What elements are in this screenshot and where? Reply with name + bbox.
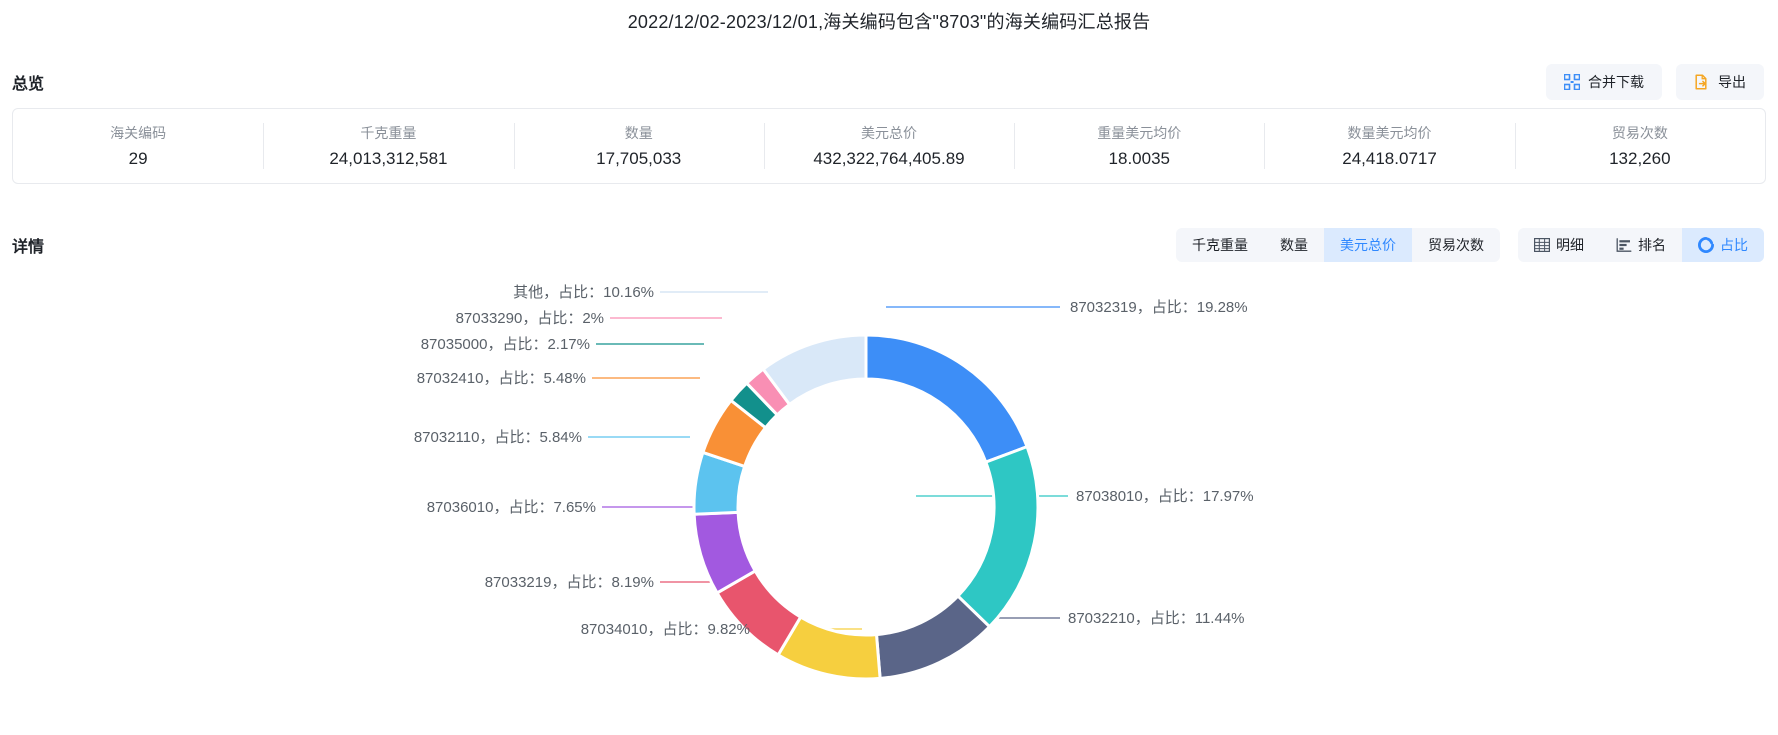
overview-actions: 合并下载 导出	[1546, 64, 1764, 100]
tab-trade-count[interactable]: 贸易次数	[1412, 228, 1500, 262]
stat-label: 数量	[624, 125, 653, 141]
donut-svg	[588, 291, 1068, 681]
tab-label: 占比	[1720, 237, 1748, 253]
stat-cell: 数量 17,705,033	[513, 109, 764, 183]
donut-slices	[692, 333, 1040, 681]
merge-download-button[interactable]: 合并下载	[1546, 64, 1662, 100]
chart-label-87033290: 87033290，占比：2%	[455, 310, 604, 327]
chart-label-87034010: 87034010，占比：9.82%	[580, 621, 750, 638]
stat-cell: 海关编码 29	[13, 109, 263, 183]
export-label: 导出	[1718, 74, 1746, 90]
overview-header: 总览 合并下载	[0, 62, 1778, 102]
tab-quantity[interactable]: 数量	[1264, 228, 1324, 262]
merge-download-icon	[1564, 74, 1580, 90]
stat-label: 重量美元均价	[1097, 125, 1182, 141]
table-icon	[1534, 238, 1550, 252]
chart-label-87033219: 87033219，占比：8.19%	[484, 574, 654, 591]
export-button[interactable]: 导出	[1676, 64, 1764, 100]
chart-label-87036010: 87036010，占比：7.65%	[426, 499, 596, 516]
stat-value: 24,418.0717	[1342, 149, 1437, 168]
tab-label: 数量	[1280, 237, 1308, 253]
overview-stat-card: 海关编码 29 千克重量 24,013,312,581 数量 17,705,03…	[12, 108, 1766, 184]
slice-87032319	[864, 333, 1029, 465]
share-donut-chart: 87032319，占比：19.28% 87038010，占比：17.97% 87…	[0, 265, 1778, 735]
stat-label: 千克重量	[360, 125, 417, 141]
bar-chart-icon	[1616, 238, 1632, 252]
leader-lines	[588, 291, 1068, 630]
stat-value: 432,322,764,405.89	[813, 149, 965, 168]
stat-cell: 千克重量 24,013,312,581	[263, 109, 513, 183]
stat-label: 贸易次数	[1611, 125, 1668, 141]
detail-header: 详情 千克重量 数量 美元总价 贸易次数	[0, 225, 1778, 265]
page-title: 2022/12/02-2023/12/01,海关编码包含"8703"的海关编码汇…	[627, 12, 1151, 32]
stat-value: 24,013,312,581	[329, 149, 448, 168]
stat-cell: 数量美元均价 24,418.0717	[1264, 109, 1514, 183]
tab-share[interactable]: 占比	[1682, 228, 1764, 262]
stat-value: 18.0035	[1108, 149, 1170, 168]
view-tab-group: 明细 排名	[1518, 228, 1764, 262]
stat-cell: 重量美元均价 18.0035	[1014, 109, 1264, 183]
tab-label: 美元总价	[1340, 237, 1396, 253]
donut-chart-icon	[1698, 237, 1714, 253]
overview-section-title: 总览	[12, 76, 45, 93]
tab-usd-total[interactable]: 美元总价	[1324, 228, 1412, 262]
stat-value: 132,260	[1609, 149, 1671, 168]
merge-download-label: 合并下载	[1588, 74, 1644, 90]
chart-label-87032110: 87032110，占比：5.84%	[413, 429, 582, 446]
chart-label-87032210: 87032210，占比：11.44%	[1068, 610, 1245, 627]
stat-cell: 美元总价 432,322,764,405.89	[763, 109, 1014, 183]
tab-label: 贸易次数	[1428, 237, 1484, 253]
tab-ranking[interactable]: 排名	[1600, 228, 1682, 262]
slice-qita	[761, 333, 868, 407]
stat-value: 29	[128, 149, 148, 168]
slice-87032210	[874, 593, 992, 681]
export-icon	[1694, 74, 1710, 90]
tab-label: 千克重量	[1192, 237, 1248, 253]
metric-tab-group: 千克重量 数量 美元总价 贸易次数	[1176, 228, 1500, 262]
chart-label-87032319: 87032319，占比：19.28%	[1070, 299, 1248, 316]
tab-label: 明细	[1556, 237, 1584, 253]
chart-label-87032410: 87032410，占比：5.48%	[416, 370, 586, 387]
stat-label: 数量美元均价	[1347, 125, 1432, 141]
chart-label-87038010: 87038010，占比：17.97%	[1076, 488, 1254, 505]
tab-detail-table[interactable]: 明细	[1518, 228, 1600, 262]
stat-cell: 贸易次数 132,260	[1514, 109, 1765, 183]
chart-label-87035000: 87035000，占比：2.17%	[420, 336, 590, 353]
stat-label: 美元总价	[860, 125, 917, 141]
stat-label: 海关编码	[110, 125, 167, 141]
detail-section-title: 详情	[12, 239, 45, 256]
tab-weight-kg[interactable]: 千克重量	[1176, 228, 1264, 262]
tab-label: 排名	[1638, 237, 1666, 253]
slice-87038010	[955, 444, 1040, 629]
stat-value: 17,705,033	[596, 149, 682, 168]
chart-label-qita: 其他，占比：10.16%	[513, 284, 654, 301]
